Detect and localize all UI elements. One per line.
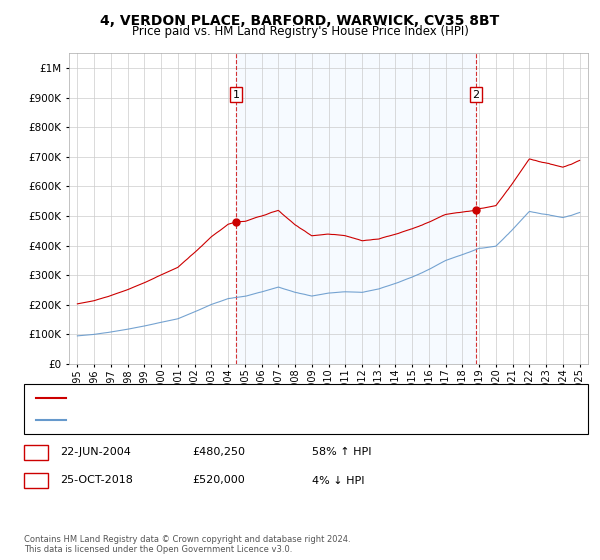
Text: £520,000: £520,000 bbox=[192, 475, 245, 486]
Bar bbox=[236, 53, 476, 364]
Text: £480,250: £480,250 bbox=[192, 447, 245, 458]
Text: HPI: Average price, detached house, Warwick: HPI: Average price, detached house, Warw… bbox=[75, 415, 311, 425]
Text: 4% ↓ HPI: 4% ↓ HPI bbox=[312, 475, 365, 486]
Text: 58% ↑ HPI: 58% ↑ HPI bbox=[312, 447, 371, 458]
Text: 4, VERDON PLACE, BARFORD, WARWICK, CV35 8BT: 4, VERDON PLACE, BARFORD, WARWICK, CV35 … bbox=[100, 14, 500, 28]
Text: 25-OCT-2018: 25-OCT-2018 bbox=[60, 475, 133, 486]
Text: 4, VERDON PLACE, BARFORD, WARWICK, CV35 8BT (detached house): 4, VERDON PLACE, BARFORD, WARWICK, CV35 … bbox=[75, 393, 437, 403]
Text: Contains HM Land Registry data © Crown copyright and database right 2024.
This d: Contains HM Land Registry data © Crown c… bbox=[24, 535, 350, 554]
Text: Price paid vs. HM Land Registry's House Price Index (HPI): Price paid vs. HM Land Registry's House … bbox=[131, 25, 469, 38]
Text: 2: 2 bbox=[32, 475, 40, 486]
Text: 2: 2 bbox=[472, 90, 479, 100]
Text: 22-JUN-2004: 22-JUN-2004 bbox=[60, 447, 131, 458]
Text: 1: 1 bbox=[232, 90, 239, 100]
Text: 1: 1 bbox=[32, 447, 40, 458]
